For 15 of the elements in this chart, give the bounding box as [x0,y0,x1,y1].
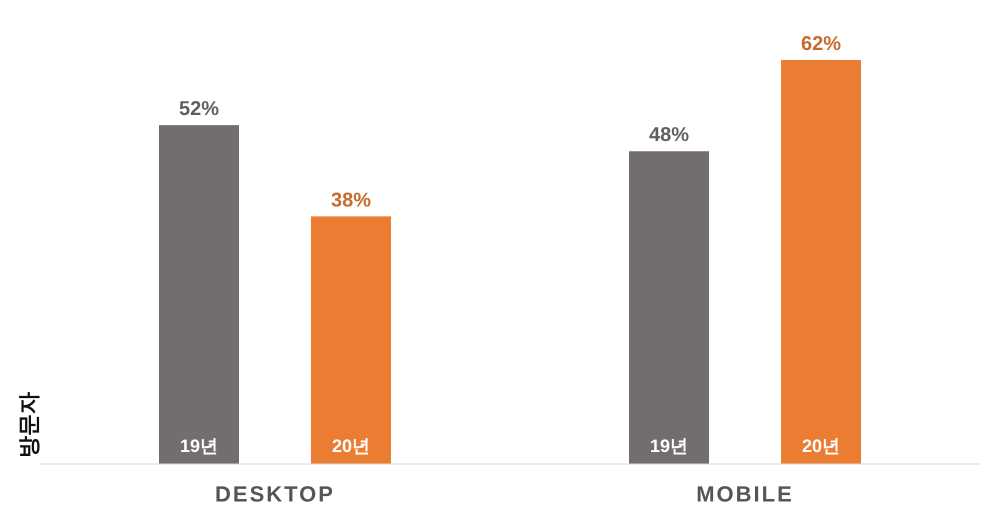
series-label: 20년 [332,436,370,456]
series-label: 19년 [180,436,218,456]
text: 20년 [802,436,840,456]
y-axis-title: 방문자 [16,392,43,458]
x-tick-label: MOBILE [696,482,794,507]
bar [159,125,239,464]
data-label: 62% [800,33,842,55]
x-tick-label: DESKTOP [215,482,335,507]
data-label: 38% [330,189,372,212]
data-label: 52% [178,98,220,120]
bar [781,60,861,464]
bar [629,151,709,464]
text: 19년 [650,436,688,456]
data-label: 48% [648,124,690,146]
bar [311,216,391,464]
